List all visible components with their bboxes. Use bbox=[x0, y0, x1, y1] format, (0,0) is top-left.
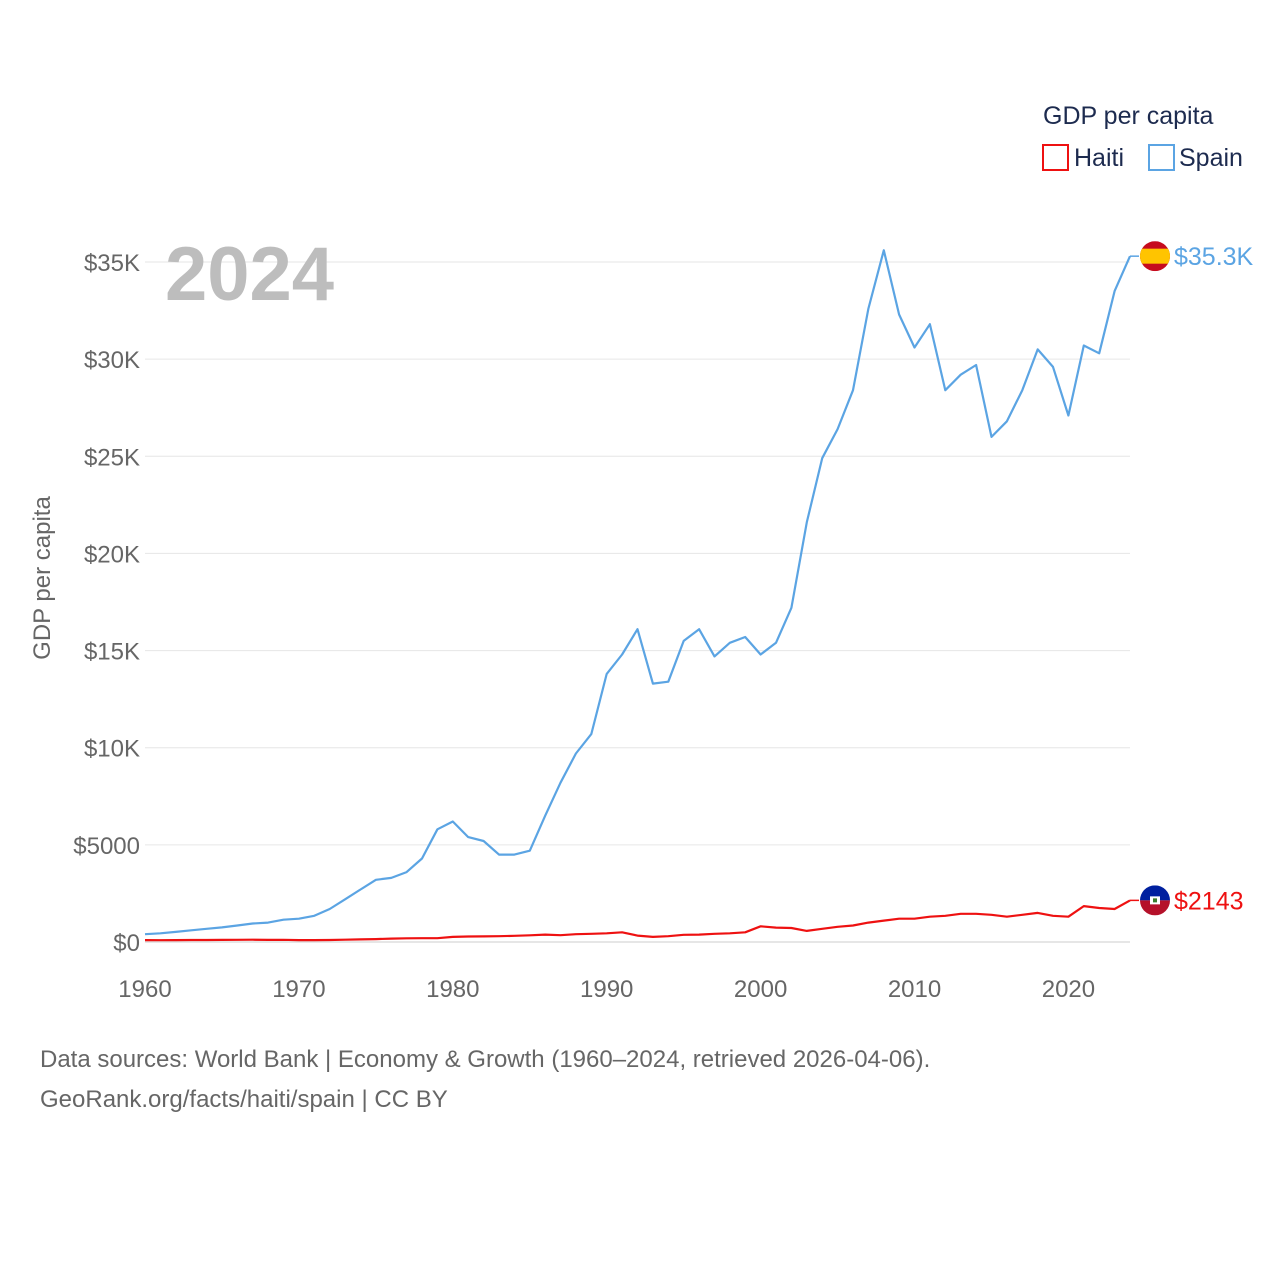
x-tick-label: 1980 bbox=[426, 976, 479, 1003]
y-tick-label: $30K bbox=[84, 347, 140, 374]
y-tick-label: $5000 bbox=[73, 833, 140, 860]
flag-spain-icon bbox=[1140, 241, 1170, 272]
y-tick-label: $35K bbox=[84, 250, 140, 277]
legend-swatch-spain bbox=[1148, 144, 1175, 171]
legend-label-spain: Spain bbox=[1179, 144, 1243, 172]
end-label-haiti: $2143 bbox=[1174, 887, 1244, 915]
footer-sources: Data sources: World Bank | Economy & Gro… bbox=[40, 1046, 931, 1073]
y-tick-label: $10K bbox=[84, 736, 140, 763]
legend: GDP per capita Haiti Spain bbox=[1042, 102, 1243, 172]
series-line-haiti[interactable] bbox=[144, 899, 1131, 942]
end-label-spain: $35.3K bbox=[1174, 243, 1254, 271]
x-tick-label: 2010 bbox=[888, 976, 941, 1003]
y-tick-label: $25K bbox=[84, 444, 140, 471]
x-tick-label: 2000 bbox=[734, 976, 787, 1003]
y-tick-label: $15K bbox=[84, 639, 140, 666]
x-tick-label: 1990 bbox=[580, 976, 633, 1003]
x-axis: 1960 1970 1980 1990 2000 2010 2020 bbox=[118, 976, 1095, 1003]
series-lines bbox=[144, 249, 1132, 942]
year-label: 2024 bbox=[165, 232, 334, 317]
legend-item-haiti[interactable]: Haiti bbox=[1042, 144, 1124, 172]
x-tick-label: 1960 bbox=[118, 976, 171, 1003]
flag-haiti-icon bbox=[1140, 885, 1170, 916]
series-line-spain[interactable] bbox=[144, 249, 1132, 936]
series-end-markers: $2143 $35.3K bbox=[1130, 241, 1254, 916]
footer-attribution: GeoRank.org/facts/haiti/spain | CC BY bbox=[40, 1086, 448, 1113]
x-tick-label: 1970 bbox=[272, 976, 325, 1003]
x-tick-label: 2020 bbox=[1042, 976, 1095, 1003]
legend-item-spain[interactable]: Spain bbox=[1148, 144, 1243, 172]
legend-title: GDP per capita bbox=[1043, 102, 1214, 130]
y-tick-label: $0 bbox=[113, 930, 140, 957]
grid-lines bbox=[145, 261, 1130, 943]
y-axis: $0 $5000 $10K $15K $20K $25K $30K $35K bbox=[73, 250, 140, 957]
legend-swatch-haiti bbox=[1042, 144, 1069, 171]
legend-label-haiti: Haiti bbox=[1074, 144, 1124, 172]
y-axis-label: GDP per capita bbox=[29, 496, 56, 660]
y-tick-label: $20K bbox=[84, 541, 140, 568]
